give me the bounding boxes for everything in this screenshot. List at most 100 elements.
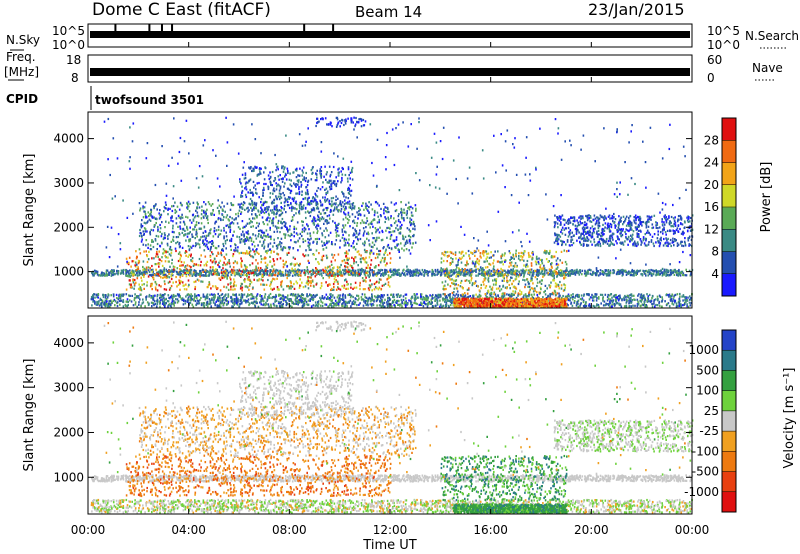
- power-cell: [152, 268, 154, 271]
- power-cell: [184, 299, 187, 302]
- power-cell: [162, 296, 165, 299]
- power-cell: [328, 276, 331, 279]
- power-cell: [321, 274, 323, 277]
- power-cell: [187, 245, 190, 248]
- power-cell: [465, 296, 468, 299]
- power-cell: [325, 246, 328, 249]
- power-cell: [97, 293, 100, 296]
- power-cell: [171, 209, 174, 213]
- power-cell: [385, 210, 387, 213]
- power-cell: [439, 299, 441, 302]
- power-cell: [300, 298, 302, 301]
- power-cell: [597, 296, 600, 299]
- power-cell: [297, 249, 299, 252]
- power-cell: [340, 263, 342, 267]
- power-cell: [251, 262, 254, 265]
- power-cell: [386, 293, 389, 297]
- power-cell: [109, 305, 111, 308]
- power-cell: [470, 272, 473, 275]
- power-cell: [190, 266, 192, 269]
- power-cell: [677, 273, 679, 276]
- power-cell: [253, 274, 255, 277]
- power-cell: [225, 286, 228, 289]
- power-cell: [230, 202, 232, 205]
- power-cell: [690, 296, 692, 300]
- power-cell: [311, 280, 314, 283]
- power-cell: [286, 270, 289, 273]
- power-cell: [604, 293, 607, 296]
- power-cell: [121, 269, 123, 272]
- power-cell: [260, 261, 262, 264]
- power-cell: [300, 274, 302, 277]
- power-cell: [559, 274, 562, 277]
- power-cell: [359, 302, 361, 305]
- power-cell: [181, 231, 184, 234]
- power-cell: [425, 298, 428, 301]
- power-cell: [251, 297, 253, 300]
- power-cell: [683, 302, 686, 306]
- power-cell: [182, 264, 184, 267]
- power-cell: [207, 241, 210, 244]
- power-cell: [125, 272, 127, 275]
- power-cell: [138, 270, 140, 273]
- power-cell: [212, 253, 214, 256]
- power-cell: [629, 299, 632, 303]
- power-cell: [607, 303, 609, 306]
- power-cell: [349, 273, 351, 276]
- power-cell: [678, 304, 681, 308]
- power-cell: [652, 295, 654, 298]
- power-cell: [426, 305, 429, 308]
- power-cell: [396, 273, 398, 276]
- power-cell: [263, 238, 266, 241]
- power-cell: [232, 293, 235, 296]
- power-cell: [334, 221, 336, 224]
- power-cell: [370, 298, 373, 301]
- power-cell: [450, 300, 453, 303]
- power-cell: [159, 294, 161, 297]
- power-cell: [408, 299, 410, 302]
- power-cell: [296, 208, 298, 211]
- power-cell: [661, 274, 664, 277]
- power-cell: [261, 274, 263, 277]
- power-cell: [424, 298, 427, 301]
- power-cell: [106, 300, 108, 303]
- power-cell: [209, 269, 211, 272]
- power-cell: [225, 273, 228, 276]
- power-cell: [168, 253, 171, 256]
- power-cell: [336, 230, 339, 233]
- power-cell: [615, 296, 617, 299]
- power-cell: [687, 305, 690, 308]
- power-cell: [265, 229, 268, 232]
- power-cell: [542, 296, 544, 299]
- power-cell: [313, 216, 315, 219]
- power-cell: [180, 216, 182, 219]
- power-cell: [139, 209, 141, 212]
- power-cell: [218, 261, 220, 264]
- power-cell: [679, 292, 681, 296]
- power-cell: [395, 238, 398, 241]
- power-cell: [337, 287, 340, 290]
- power-cell: [409, 270, 411, 273]
- power-cell: [143, 275, 145, 278]
- power-cell: [631, 270, 633, 273]
- power-cell: [216, 305, 219, 308]
- power-cell: [510, 295, 513, 298]
- power-cell: [325, 254, 328, 257]
- power-cell: [431, 301, 433, 304]
- power-cell: [179, 268, 181, 271]
- power-cell: [226, 300, 228, 303]
- power-cell: [445, 273, 448, 276]
- power-cell: [284, 234, 287, 237]
- power-cell: [240, 293, 243, 296]
- power-cell: [344, 303, 346, 306]
- power-cell: [241, 282, 243, 286]
- power-cell: [246, 300, 248, 303]
- power-cell: [260, 255, 262, 258]
- power-cell: [284, 236, 286, 239]
- power-cell: [179, 245, 181, 248]
- power-cell: [413, 293, 416, 296]
- power-cell: [137, 259, 140, 262]
- power-cell: [456, 272, 459, 275]
- power-cell: [671, 300, 674, 303]
- power-cell: [340, 210, 342, 213]
